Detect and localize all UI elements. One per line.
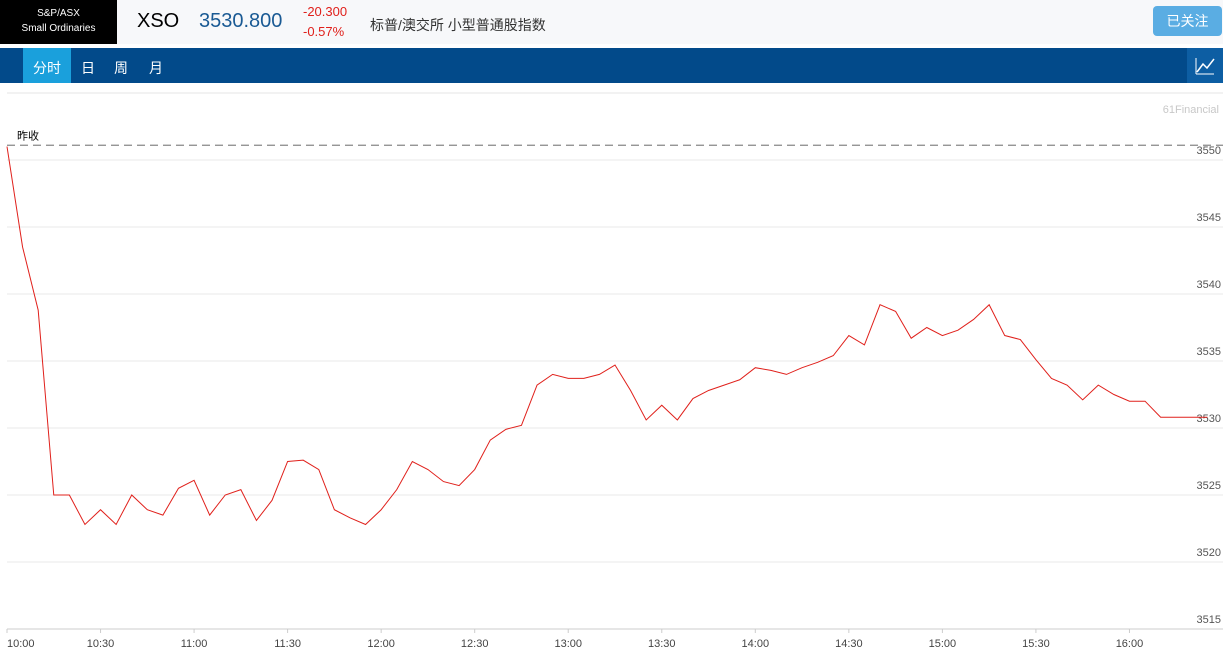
x-tick-label: 15:00 [929,638,957,650]
x-tick-label: 13:00 [554,638,582,650]
x-tick-label: 11:00 [181,638,208,650]
price: 3530.800 [199,10,283,32]
badge-line: S&P/ASX [37,8,80,19]
y-tick-label: 3520 [1197,547,1221,559]
y-tick-label: 3550 [1197,145,1221,157]
chart: 61Financial 3515 3520 3525 3530 3535 3540 3545 3… [6,92,1223,650]
x-tick-label: 13:30 [648,638,676,650]
x-tick-label: 15:30 [1022,638,1050,650]
change: -20.300 [303,4,348,19]
y-tick-label: 3515 [1197,614,1221,626]
x-tick-label: 10:00 [7,638,35,650]
y-tick-label: 3530 [1197,413,1221,425]
x-tick-label: 10:30 [87,638,115,650]
y-tick-label: 3535 [1197,346,1221,358]
tab[interactable]: 周 [114,60,128,76]
prev-close-label: 昨收 [17,128,39,142]
y-tick-label: 3545 [1197,212,1221,224]
x-tick-label: 12:30 [461,638,489,650]
x-tick-label: 16:00 [1116,638,1144,650]
x-tick-label: 14:00 [742,638,770,650]
tab[interactable]: 日 [81,60,95,76]
price-line [6,146,1208,526]
index-badge: S&P/ASX Small Ordinaries [0,0,117,44]
watermark: 61Financial [1163,104,1219,116]
follow-button[interactable]: 已关注 [1153,6,1222,36]
y-tick-label: 3540 [1197,279,1221,291]
symbol: XSO [137,10,180,32]
x-tick-label: 12:00 [367,638,395,650]
x-tick-label: 11:30 [274,638,301,650]
chart-icon[interactable] [1187,48,1223,83]
change-pct: -0.57% [303,24,345,39]
tab[interactable]: 分时 [23,48,71,83]
tab[interactable]: 月 [149,60,163,76]
index-name: 标普/澳交所 小型普通股指数 [370,17,546,33]
y-tick-label: 3525 [1197,480,1221,492]
x-tick-label: 14:30 [835,638,863,650]
nav-bar: 分时 日 周 月 [0,48,1223,83]
badge-line: Small Ordinaries [21,23,96,34]
header: S&P/ASX Small Ordinaries XSO 3530.800 -20… [0,0,1223,44]
